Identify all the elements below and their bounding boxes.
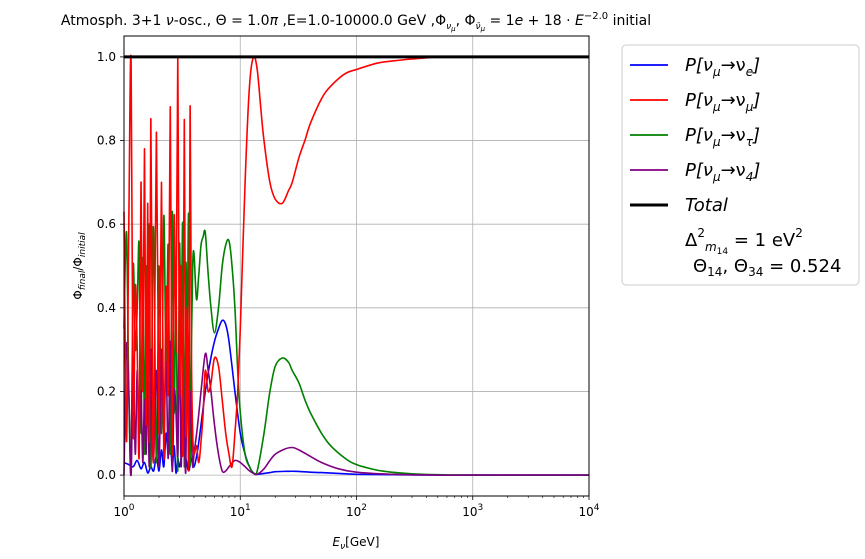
legend-label: P[νμ→νe]	[685, 55, 760, 79]
legend-box	[621, 44, 860, 286]
series-line-p	[123, 210, 590, 476]
y-tick-label: 1.0	[97, 50, 116, 64]
x-tick-label: 100	[113, 503, 134, 519]
legend-label: P[νμ→ντ]	[685, 125, 760, 149]
series-line-p	[123, 54, 589, 472]
legend-note-delta: Δ2m14 = 1 eV2	[685, 226, 803, 257]
x-axis-label: Eν[GeV]	[333, 535, 380, 552]
plot-area: 100 101 102 103 104 0.0 0.2 0.4 0.6 0.8 1.0	[97, 35, 600, 519]
x-tick-label: 104	[578, 503, 599, 519]
x-tick-label: 103	[462, 503, 483, 519]
legend-label: Total	[685, 195, 728, 216]
legend-note-theta: Θ14, Θ34 = 0.524	[693, 256, 841, 279]
y-tick-label: 0.4	[97, 301, 116, 315]
series-group	[123, 54, 590, 476]
chart-title: Atmosph. 3+1 ν-osc., Θ = 1.0π ,E=1.0-100…	[61, 11, 651, 33]
y-tick-label: 0.8	[97, 134, 116, 148]
legend-label: P[νμ→νμ]	[685, 90, 760, 114]
y-axis-label: Φfinal/Φinitial	[71, 232, 88, 300]
legend: P[νμ→νe] P[νμ→νμ] P[νμ→ντ] P[νμ→ν4] Total Δ2…	[621, 44, 860, 286]
y-ticks: 0.0 0.2 0.4 0.6 0.8 1.0	[97, 50, 124, 482]
x-ticks: 100 101 102 103 104	[113, 496, 600, 519]
y-tick-label: 0.0	[97, 468, 116, 482]
x-tick-label: 102	[346, 503, 367, 519]
y-tick-label: 0.2	[97, 384, 116, 398]
x-tick-label: 101	[230, 503, 251, 519]
legend-label: P[νμ→ν4]	[685, 160, 760, 184]
series-line-p-4	[123, 332, 589, 476]
y-tick-label: 0.6	[97, 217, 116, 231]
